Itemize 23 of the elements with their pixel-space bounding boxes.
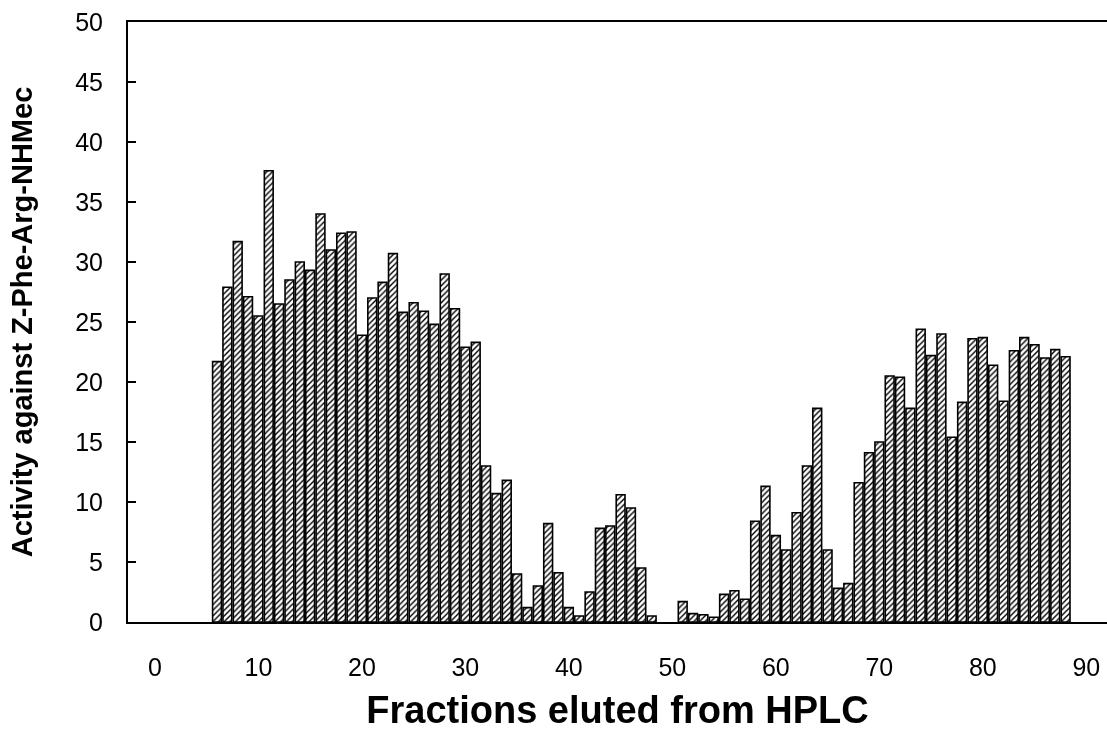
y-tick-label: 30 [75, 247, 103, 276]
x-tick-label: 80 [968, 653, 997, 681]
y-tick-label: 0 [89, 607, 103, 636]
x-tick-label: 30 [451, 653, 480, 681]
x-tick-label: 40 [554, 653, 583, 681]
y-tick-label: 40 [75, 127, 103, 156]
x-tick-label: 70 [865, 653, 894, 681]
x-tick-label: 20 [347, 653, 376, 681]
x-tick-label: 90 [1072, 653, 1101, 681]
x-tick-label: 0 [147, 653, 162, 681]
x-axis-title: Fractions eluted from HPLC [366, 688, 869, 731]
y-tick-label: 20 [75, 367, 103, 396]
y-tick-label: 15 [75, 427, 103, 456]
y-axis-title: Activity against Z-Phe-Arg-NHMec [6, 86, 39, 558]
y-tick-label: 35 [75, 187, 103, 216]
x-tick-label: 50 [658, 653, 687, 681]
y-tick-label: 50 [75, 7, 103, 36]
y-tick-label: 25 [75, 307, 103, 336]
x-tick-label: 60 [761, 653, 790, 681]
y-tick-label: 45 [75, 67, 103, 96]
x-tick-label: 10 [244, 653, 273, 681]
y-tick-label: 5 [89, 547, 103, 576]
y-tick-label: 10 [75, 487, 103, 516]
